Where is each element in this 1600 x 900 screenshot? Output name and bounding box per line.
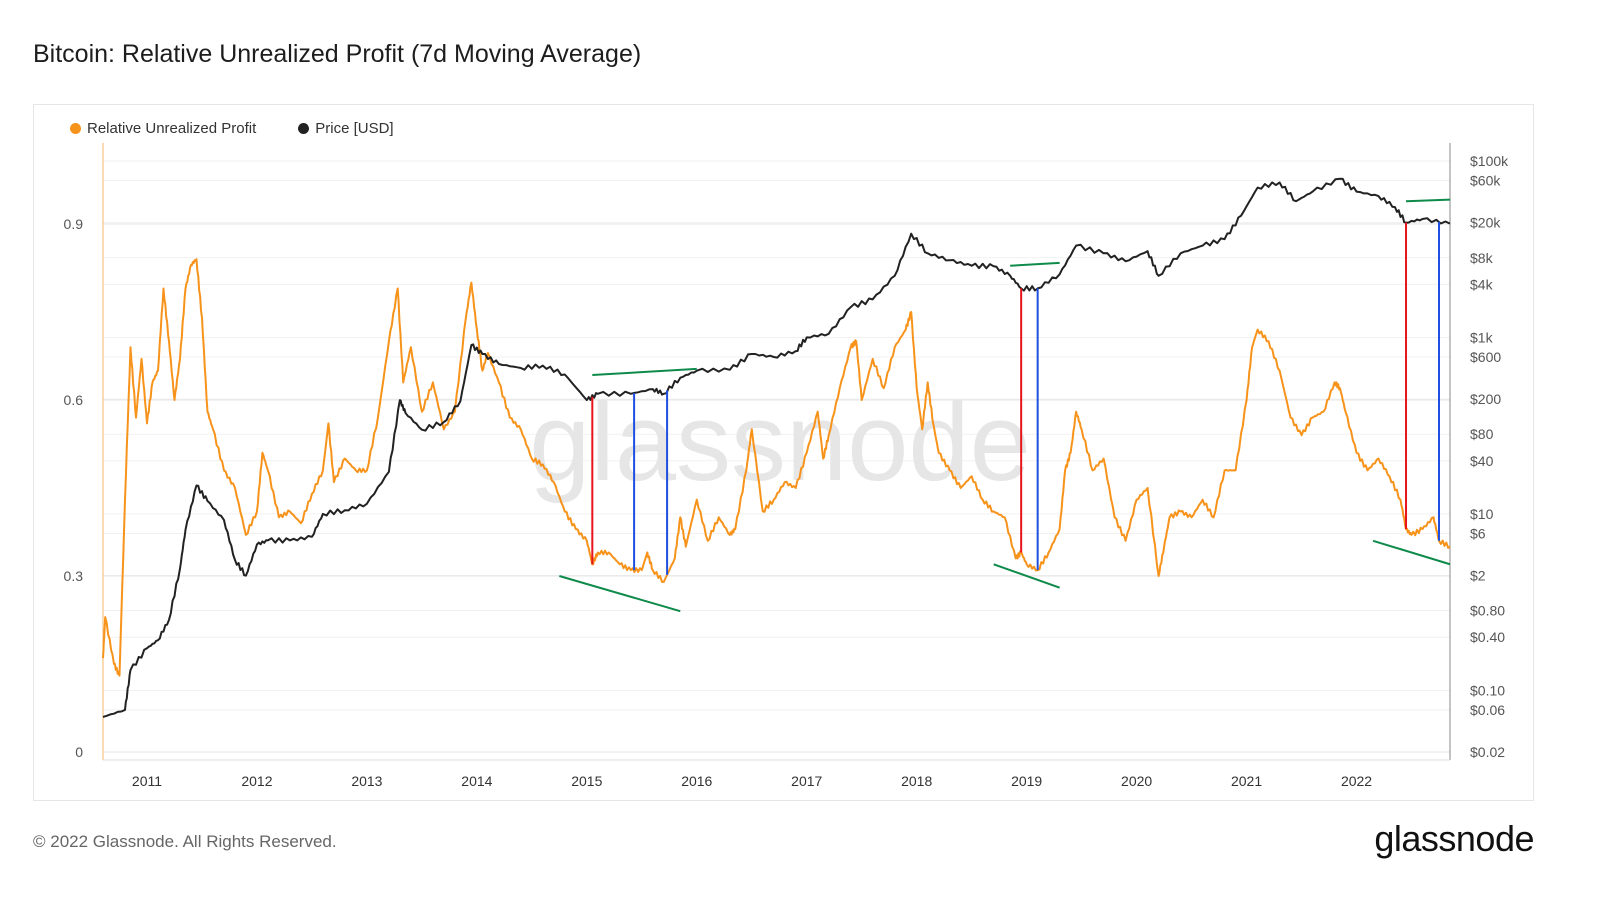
- chart-title: Bitcoin: Relative Unrealized Profit (7d …: [33, 40, 642, 68]
- y-right-tick-label: $4k: [1470, 276, 1494, 292]
- y-right-tick-label: $600: [1470, 349, 1501, 365]
- y-right-tick-label: $0.40: [1470, 629, 1505, 645]
- y-right-tick-label: $0.06: [1470, 702, 1505, 718]
- legend-item-price[interactable]: Price [USD]: [298, 120, 394, 137]
- y-right-tick-label: $0.02: [1470, 744, 1505, 760]
- y-right-tick-label: $0.10: [1470, 682, 1505, 698]
- annotation-trend-line: [1372, 539, 1451, 566]
- series-line-price: [102, 177, 1451, 718]
- y-right-tick-label: $10: [1470, 506, 1494, 522]
- legend-label: Relative Unrealized Profit: [87, 120, 257, 137]
- copyright: © 2022 Glassnode. All Rights Reserved.: [33, 832, 337, 851]
- x-tick-label: 2021: [1231, 773, 1262, 789]
- y-right-tick-label: $2: [1470, 568, 1486, 584]
- x-tick-label: 2020: [1121, 773, 1152, 789]
- y-right-tick-label: $20k: [1470, 215, 1501, 231]
- chart-container: [33, 104, 1534, 801]
- legend-item-rup[interactable]: Relative Unrealized Profit: [70, 120, 256, 137]
- y-right-tick-label: $200: [1470, 391, 1501, 407]
- annotation-trend-line: [592, 367, 697, 377]
- annotation-trend-line: [1405, 198, 1451, 203]
- series-line-relative-unrealized-profit: [102, 258, 1451, 677]
- legend-dot-icon: [298, 123, 310, 134]
- y-left-tick-label: 0: [75, 744, 83, 760]
- x-tick-label: 2013: [351, 773, 382, 789]
- legend-label: Price [USD]: [315, 120, 394, 137]
- y-left-tick-label: 0.3: [64, 568, 84, 584]
- x-tick-label: 2016: [681, 773, 712, 789]
- x-tick-label: 2017: [791, 773, 822, 789]
- y-left-tick-label: 0.9: [64, 216, 84, 232]
- x-tick-label: 2012: [241, 773, 272, 789]
- x-tick-label: 2015: [571, 773, 602, 789]
- x-tick-label: 2019: [1011, 773, 1042, 789]
- x-tick-label: 2011: [132, 773, 162, 789]
- watermark: glassnode: [529, 381, 1031, 504]
- y-right-tick-label: $60k: [1470, 173, 1501, 189]
- legend: Relative Unrealized Profit Price [USD]: [70, 120, 394, 137]
- y-left-tick-label: 0.6: [64, 392, 84, 408]
- y-right-tick-label: $80: [1470, 426, 1494, 442]
- y-right-tick-label: $8k: [1470, 250, 1494, 266]
- x-tick-label: 2018: [901, 773, 932, 789]
- glassnode-logo: glassnode: [1374, 818, 1534, 859]
- x-tick-label: 2014: [461, 773, 492, 789]
- y-right-tick-label: $0.80: [1470, 603, 1505, 619]
- y-right-tick-label: $100k: [1470, 153, 1509, 169]
- legend-dot-icon: [70, 123, 81, 134]
- x-tick-label: 2022: [1341, 773, 1372, 789]
- annotation-trend-line: [1010, 261, 1060, 267]
- y-right-tick-label: $40: [1470, 453, 1494, 469]
- y-right-tick-label: $6: [1470, 525, 1486, 541]
- y-right-tick-label: $1k: [1470, 329, 1494, 345]
- annotation-trend-line: [993, 563, 1060, 589]
- annotation-trend-line: [559, 575, 681, 613]
